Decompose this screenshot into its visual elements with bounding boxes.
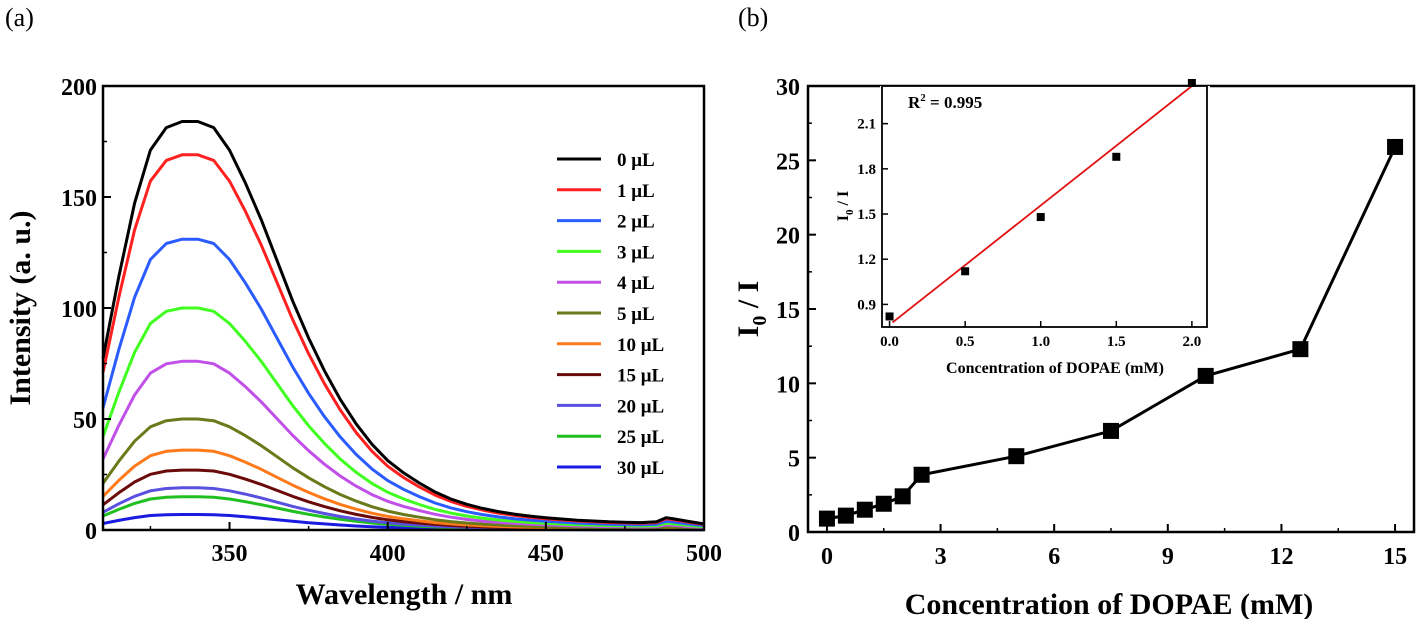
inset-x-tick-label: 1.5 — [1107, 334, 1126, 350]
y-tick-label: 0 — [788, 521, 800, 547]
x-tick-label: 0 — [821, 544, 833, 570]
panel-a-legend: 0 μL 1 μL 2 μL 3 μL 4 μL 5 μL 10 μL 15 μL 20 μL 2… — [557, 150, 664, 479]
x-tick-label: 400 — [370, 541, 406, 567]
inset-y-title-rest: / I — [835, 191, 852, 210]
inset-y-tick-label: 1.2 — [857, 252, 876, 268]
inset-r2-annotation: R2 = 0.995 — [908, 92, 982, 112]
y-tick-label: 5 — [788, 447, 800, 473]
y-tick-label: 100 — [61, 297, 97, 323]
x-tick-label: 500 — [686, 541, 722, 567]
y-tick-label: 15 — [776, 298, 800, 324]
panel-b-x-axis-title: Concentration of DOPAE (mM) — [905, 588, 1314, 619]
y-tick-label: 50 — [73, 408, 97, 434]
legend-label-3: 3 μL — [617, 242, 655, 263]
legend-label-1: 1 μL — [617, 181, 655, 202]
inset-data-point-1 — [961, 267, 970, 276]
main-data-point-0 — [818, 510, 835, 527]
inset-plot-frame — [881, 85, 1208, 328]
inset-y-tick-label: 0.9 — [857, 297, 876, 313]
legend-label-4: 4 μL — [617, 273, 655, 294]
x-tick-label: 15 — [1383, 544, 1407, 570]
inset-data-point-3 — [1112, 152, 1121, 161]
main-data-point-1 — [837, 507, 854, 524]
main-data-point-8 — [1197, 367, 1214, 384]
inset-y-tick-label: 1.8 — [857, 162, 876, 178]
y-tick-label: 0 — [85, 519, 97, 545]
inset-x-tick-label: 0.5 — [956, 334, 975, 350]
x-tick-label: 350 — [212, 541, 248, 567]
inset-data-point-4 — [1187, 78, 1196, 87]
inset-linear-fit — [892, 85, 1193, 324]
panel-b-y-axis-title: I0 / I — [732, 281, 771, 338]
inset-data-point-0 — [885, 312, 894, 321]
inset-x-tick-label: 1.0 — [1031, 334, 1050, 350]
y-tick-label: 10 — [776, 372, 800, 398]
legend-label-9: 25 μL — [617, 427, 664, 448]
main-data-point-9 — [1292, 341, 1309, 358]
main-data-point-10 — [1387, 138, 1404, 155]
panel-a: (a) 350 400 450 500 0 50 100 150 200 0 μL 1 μL 2 μ… — [4, 3, 722, 611]
inset-y-title-main: I — [835, 215, 852, 221]
panel-a-label: (a) — [5, 3, 34, 32]
panel-b-y-axis-title-sub: 0 — [749, 316, 771, 326]
x-tick-label: 450 — [528, 541, 564, 567]
legend-label-8: 20 μL — [617, 396, 664, 417]
panel-b-y-axis-title-rest: / I — [732, 281, 765, 316]
inset-y-axis-title: I0 / I — [835, 191, 856, 221]
x-tick-label: 9 — [1162, 544, 1174, 570]
legend-label-10: 30 μL — [617, 458, 664, 479]
inset-y-title-sub: 0 — [844, 209, 856, 215]
panel-b-y-axis-title-main: I — [732, 326, 765, 338]
inset-x-tick-label: 2.0 — [1183, 334, 1202, 350]
panel-a-y-axis-title: Intensity (a. u.) — [4, 210, 37, 405]
main-data-point-3 — [875, 495, 892, 512]
inset-fit-line — [892, 85, 1193, 324]
x-tick-label: 3 — [935, 544, 947, 570]
inset-points — [885, 78, 1196, 321]
inset-y-tick-label: 1.5 — [857, 207, 876, 223]
main-data-point-6 — [1008, 448, 1025, 465]
legend-label-0: 0 μL — [617, 150, 655, 171]
series-line-0 — [101, 120, 705, 526]
y-tick-label: 20 — [776, 224, 800, 250]
panel-a-x-axis-title: Wavelength / nm — [296, 578, 513, 611]
y-tick-label: 30 — [776, 75, 800, 101]
series-line-2 — [101, 237, 705, 528]
inset-axes-ticks: 0.0 0.5 1.0 1.5 2.0 0.9 1.2 1.5 1.8 2.1 — [857, 117, 1201, 350]
panel-b-points — [818, 138, 1404, 527]
inset-r2-rest: = 0.995 — [926, 93, 982, 112]
inset-x-axis-title: Concentration of DOPAE (mM) — [946, 360, 1164, 377]
inset-background — [880, 86, 1210, 328]
inset-r2-main: R — [908, 93, 921, 112]
y-tick-label: 200 — [61, 75, 97, 101]
main-data-point-5 — [913, 466, 930, 483]
inset-x-tick-label: 0.0 — [880, 334, 899, 350]
y-tick-label: 150 — [61, 186, 97, 212]
legend-label-2: 2 μL — [617, 212, 655, 233]
series-line-4 — [101, 359, 705, 529]
x-tick-label: 6 — [1048, 544, 1060, 570]
legend-label-6: 10 μL — [617, 335, 664, 356]
y-tick-label: 25 — [776, 149, 800, 175]
inset-y-tick-label: 2.1 — [857, 117, 876, 133]
main-data-point-2 — [856, 501, 873, 518]
legend-label-7: 15 μL — [617, 366, 664, 387]
series-line-3 — [101, 306, 705, 529]
legend-label-5: 5 μL — [617, 304, 655, 325]
main-data-point-4 — [894, 488, 911, 505]
inset-r2-sup: 2 — [920, 92, 926, 104]
panel-b-label: (b) — [738, 3, 768, 32]
x-tick-label: 12 — [1269, 544, 1293, 570]
panel-b-inset: 0.0 0.5 1.0 1.5 2.0 0.9 1.2 1.5 1.8 2.1 R2 = 0.99… — [835, 78, 1210, 377]
main-data-point-7 — [1103, 422, 1119, 439]
panel-a-axes-ticks: 350 400 450 500 0 50 100 150 200 — [61, 75, 722, 567]
panel-a-series-lines — [101, 120, 705, 532]
inset-data-point-2 — [1036, 213, 1045, 222]
